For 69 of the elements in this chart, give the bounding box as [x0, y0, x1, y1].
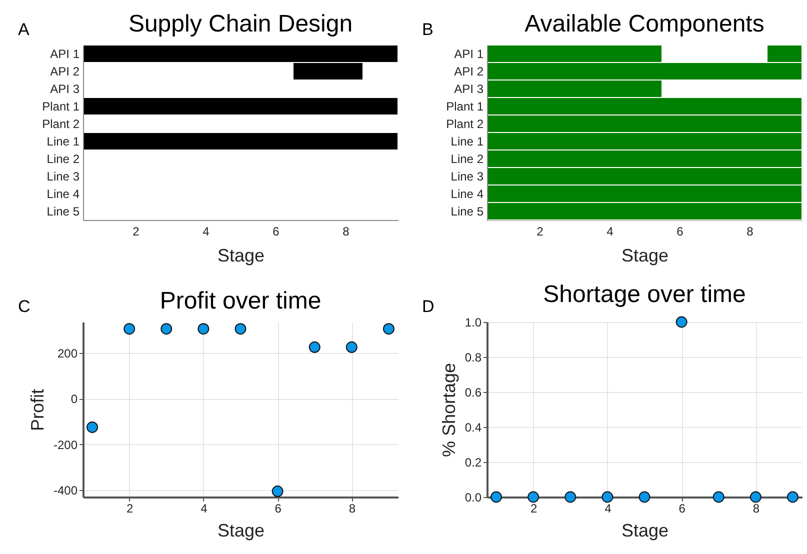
y-tick-label: 0	[70, 392, 78, 406]
chart-title: Shortage over time	[543, 280, 746, 308]
x-tick-label: 8	[752, 502, 760, 516]
x-tick-label: 6	[274, 502, 282, 516]
y-tick-label: Plant 2	[42, 116, 80, 131]
x-tick-label: 8	[746, 224, 754, 238]
y-tick-label: -400	[53, 484, 78, 498]
y-tick-label: Plant 1	[446, 99, 484, 114]
x-tick-label: 4	[606, 224, 614, 238]
y-tick-label: Plant 2	[446, 116, 484, 131]
x-tick-label: 4	[202, 224, 210, 238]
y-tick-label: 0.8	[464, 350, 482, 364]
y-tick-label: API 3	[454, 82, 484, 96]
y-tick-label: API 1	[454, 46, 484, 61]
point	[346, 341, 358, 353]
y-axis-title: Profit	[27, 388, 48, 432]
y-tick-label: 0.0	[464, 490, 482, 504]
x-tick-label: 4	[604, 502, 612, 516]
x-tick-label: 6	[678, 502, 686, 516]
x-axis-title: Stage	[217, 520, 265, 540]
y-axis-title: % Shortage	[438, 362, 459, 458]
y-tick-label: 0.4	[464, 420, 482, 434]
point	[124, 323, 136, 335]
y-tick-label: Line 1	[46, 134, 80, 148]
point	[86, 421, 98, 433]
y-tick-label: 0.6	[464, 386, 482, 400]
text: B	[422, 20, 434, 40]
chart-title: Profit over time	[160, 288, 322, 315]
y-tick-label: API 1	[50, 46, 80, 61]
x-tick-label: 2	[132, 224, 140, 238]
y-tick-label: Line 5	[450, 204, 484, 218]
x-tick-label: 8	[342, 224, 350, 238]
y-tick-label: Line 5	[46, 204, 80, 218]
x-tick-label: 6	[272, 224, 280, 238]
chart-title: Supply Chain Design	[128, 10, 353, 38]
x-tick-label: 2	[536, 224, 544, 238]
y-tick-label: Line 1	[450, 134, 484, 148]
y-tick-label: Line 3	[46, 169, 80, 184]
x-tick-label: 8	[348, 502, 356, 516]
x-tick-label: 6	[676, 224, 684, 238]
x-axis-title: Stage	[621, 520, 669, 540]
chart-title: Available Components	[524, 10, 764, 38]
y-tick-label: 200	[57, 346, 78, 360]
point	[308, 341, 320, 353]
point	[160, 323, 172, 335]
y-tick-label: Plant 1	[42, 99, 80, 114]
x-axis-title: Stage	[217, 246, 265, 266]
y-tick-label: API 2	[50, 64, 80, 78]
y-tick-label: Line 2	[450, 152, 484, 166]
y-tick-label: Line 2	[46, 152, 80, 166]
point	[382, 323, 394, 335]
y-tick-label: API 2	[454, 64, 484, 78]
y-tick-label: Line 3	[450, 169, 484, 184]
y-tick-label: 0.2	[464, 456, 482, 470]
point	[272, 486, 284, 498]
y-tick-label: 1.0	[464, 316, 482, 330]
x-tick-label: 2	[530, 502, 538, 516]
y-tick-label: Line 4	[46, 186, 80, 201]
text: A	[18, 20, 30, 40]
y-tick-label: API 3	[50, 82, 80, 96]
x-axis-title: Stage	[621, 246, 669, 266]
text: C	[18, 297, 30, 317]
y-tick-label: -200	[53, 438, 78, 452]
y-tick-label: Line 4	[450, 186, 484, 201]
point	[198, 323, 210, 335]
x-tick-label: 2	[126, 502, 134, 516]
x-tick-label: 4	[200, 502, 208, 516]
point	[234, 323, 246, 335]
text: D	[422, 297, 434, 317]
